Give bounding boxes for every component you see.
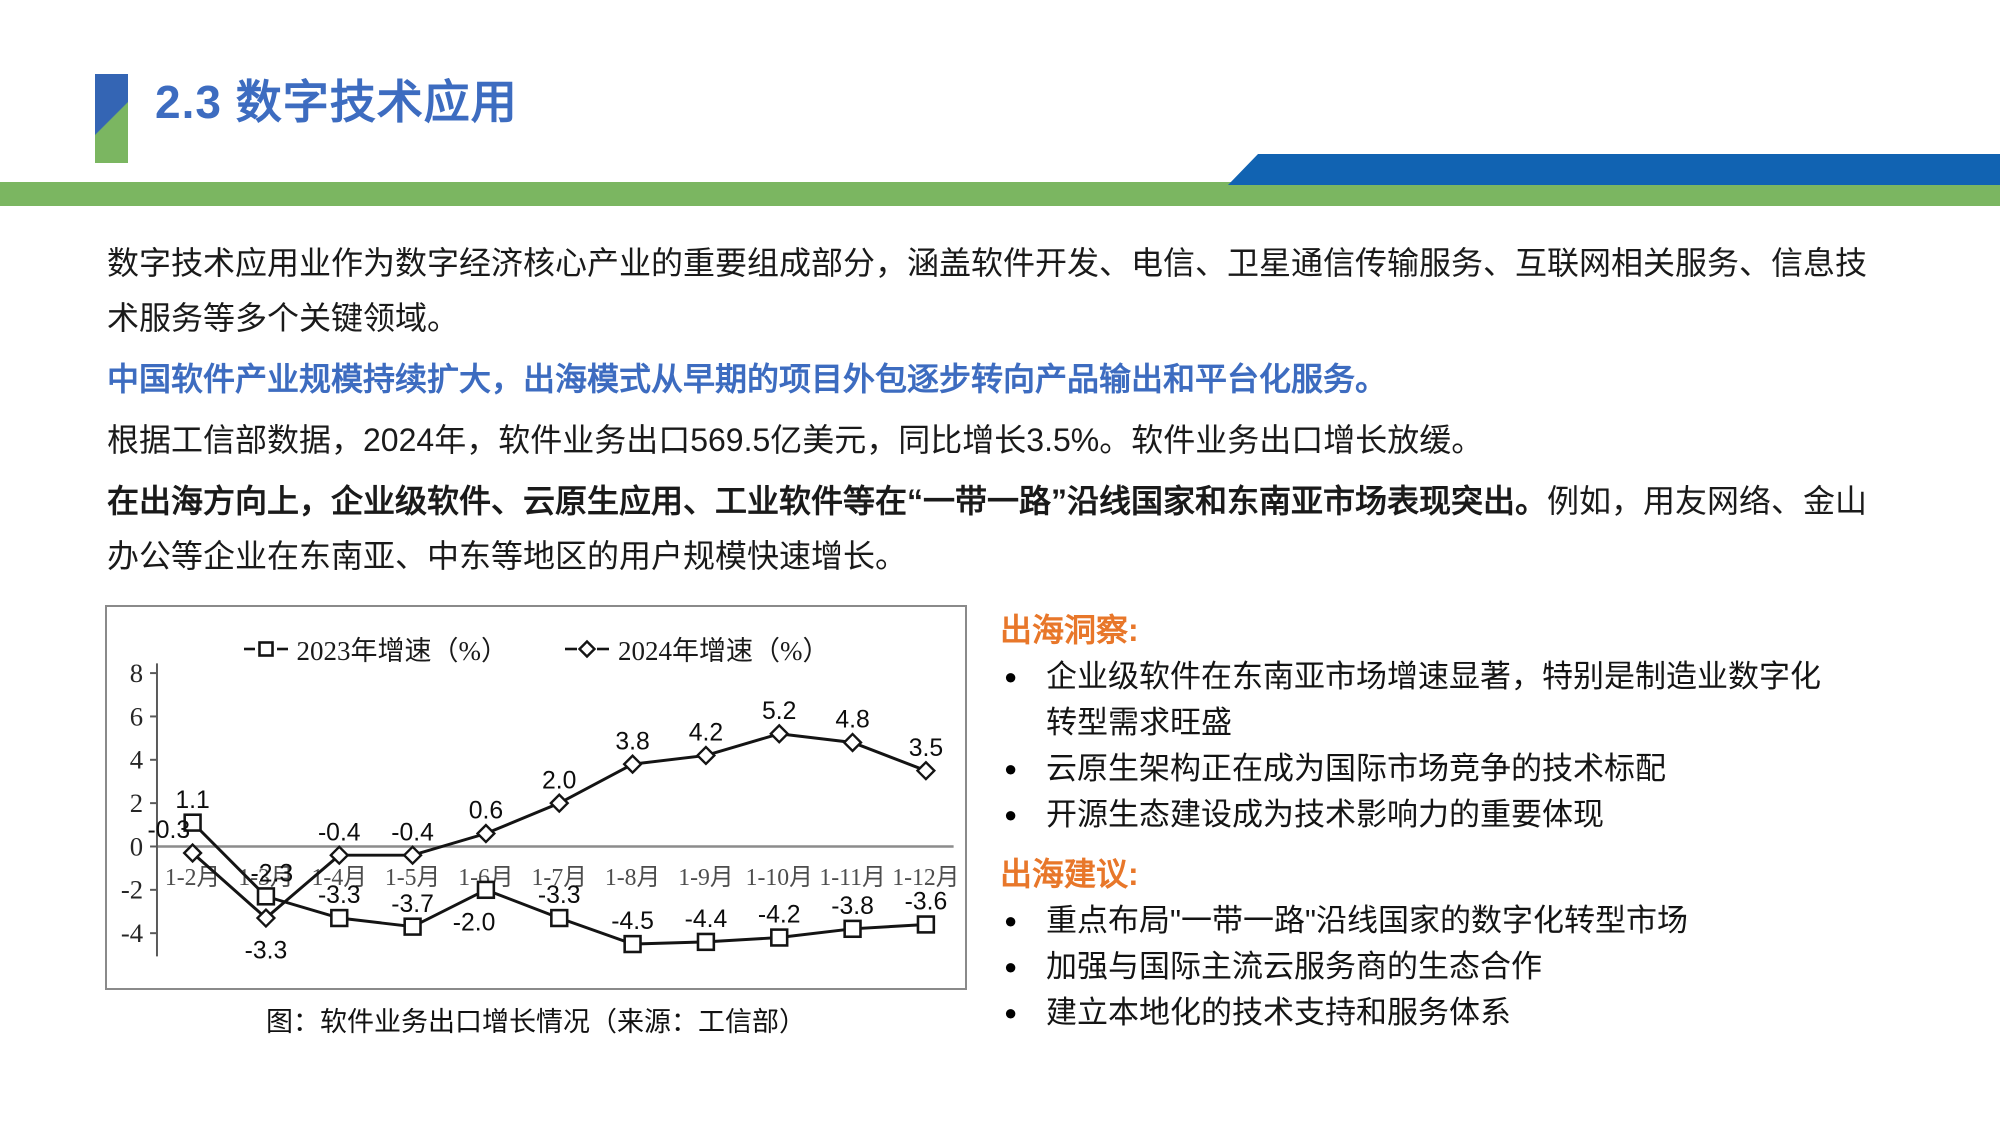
svg-text:1-9月: 1-9月 bbox=[678, 865, 733, 891]
title-accent-icon bbox=[95, 74, 128, 163]
list-item: ● 云原生架构正在成为国际市场竞争的技术标配 bbox=[1000, 746, 1910, 792]
svg-text:-3.7: -3.7 bbox=[391, 891, 434, 918]
svg-text:4.8: 4.8 bbox=[835, 707, 869, 734]
paragraph-intro: 数字技术应用业作为数字经济核心产业的重要组成部分，涵盖软件开发、电信、卫星通信传… bbox=[107, 245, 1868, 336]
suggestions-list: ● 重点布局"一带一路"沿线国家的数字化转型市场 ● 加强与国际主流云服务商的生态合… bbox=[1000, 898, 1910, 1036]
legend-square-icon bbox=[243, 640, 288, 657]
svg-text:1.1: 1.1 bbox=[175, 787, 209, 814]
paragraph-data: 根据工信部数据，2024年，软件业务出口569.5亿美元，同比增长3.5%。软件… bbox=[107, 422, 1484, 458]
svg-text:-4.2: -4.2 bbox=[758, 902, 801, 929]
svg-text:1-11月: 1-11月 bbox=[819, 865, 885, 891]
bullet-icon: ● bbox=[1004, 1000, 1018, 1025]
legend-diamond-icon bbox=[565, 639, 609, 658]
suggestions-heading: 出海建议: bbox=[1000, 856, 1139, 892]
svg-text:-0.4: -0.4 bbox=[318, 819, 361, 846]
svg-text:-3.3: -3.3 bbox=[318, 882, 361, 909]
chart-legend: 2023年增速（%） 2024年增速（%） bbox=[107, 629, 965, 668]
legend-label-2024: 2024年增速（%） bbox=[618, 636, 830, 666]
list-item-text: 建立本地化的技术支持和服务体系 bbox=[1046, 995, 1511, 1030]
svg-text:-3.3: -3.3 bbox=[245, 938, 288, 965]
svg-text:1-8月: 1-8月 bbox=[605, 865, 660, 891]
svg-text:2: 2 bbox=[130, 788, 143, 818]
list-item-text: 开源生态建设成为技术影响力的重要体现 bbox=[1046, 797, 1604, 832]
svg-text:-3.3: -3.3 bbox=[538, 882, 581, 909]
paragraph-highlight: 中国软件产业规模持续扩大，出海模式从早期的项目外包逐步转向产品输出和平台化服务。 bbox=[107, 361, 1388, 397]
list-item-text: 加强与国际主流云服务商的生态合作 bbox=[1046, 949, 1542, 984]
svg-text:3.8: 3.8 bbox=[615, 728, 649, 755]
svg-text:-3.6: -3.6 bbox=[905, 889, 948, 916]
chart-figure: 2023年增速（%） 2024年增速（%） 8 6 4 2 0 -2 -4 1-2月 1-3月 1… bbox=[105, 605, 967, 990]
bullet-icon: ● bbox=[1004, 664, 1018, 689]
svg-text:2.0: 2.0 bbox=[542, 767, 576, 794]
bullet-icon: ● bbox=[1004, 756, 1018, 781]
decor-bar-blue bbox=[1228, 154, 2000, 185]
svg-text:-0.3: -0.3 bbox=[148, 817, 191, 844]
paragraph-direction-normal: 例如，用友网络、金山办公等企业在东南亚、中东等地区的用户规模快速增长。 bbox=[107, 483, 1868, 574]
svg-text:4: 4 bbox=[130, 745, 143, 775]
svg-text:0.6: 0.6 bbox=[469, 798, 503, 825]
svg-text:-4.4: -4.4 bbox=[685, 906, 728, 933]
svg-text:8: 8 bbox=[130, 658, 143, 688]
list-item: ● 企业级软件在东南亚市场增速显著，特别是制造业数字化转型需求旺盛 bbox=[1000, 654, 1910, 746]
svg-text:-0.4: -0.4 bbox=[391, 819, 434, 846]
svg-text:-3.8: -3.8 bbox=[831, 893, 874, 920]
list-item-text: 重点布局"一带一路"沿线国家的数字化转型市场 bbox=[1046, 903, 1689, 938]
legend-item-2024: 2024年增速（%） bbox=[564, 629, 830, 668]
bullet-icon: ● bbox=[1004, 908, 1018, 933]
paragraph-direction: 在出海方向上，企业级软件、云原生应用、工业软件等在“一带一路”沿线国家和东南亚市… bbox=[107, 474, 1897, 584]
decor-bar-green bbox=[0, 182, 2000, 206]
page-title: 2.3 数字技术应用 bbox=[155, 76, 518, 128]
svg-text:-2: -2 bbox=[121, 875, 143, 905]
list-item: ● 重点布局"一带一路"沿线国家的数字化转型市场 bbox=[1000, 898, 1910, 944]
svg-text:-2.3: -2.3 bbox=[251, 861, 294, 888]
bullet-icon: ● bbox=[1004, 954, 1018, 979]
insights-list: ● 企业级软件在东南亚市场增速显著，特别是制造业数字化转型需求旺盛 ● 云原生架构正… bbox=[1000, 654, 1910, 838]
legend-item-2023: 2023年增速（%） bbox=[243, 629, 509, 668]
body-text: 数字技术应用业作为数字经济核心产业的重要组成部分，涵盖软件开发、电信、卫星通信传… bbox=[107, 236, 1897, 584]
list-item-text: 云原生架构正在成为国际市场竞争的技术标配 bbox=[1046, 751, 1666, 786]
list-item: ● 加强与国际主流云服务商的生态合作 bbox=[1000, 944, 1910, 990]
line-chart: 8 6 4 2 0 -2 -4 1-2月 1-3月 1-4月 1-5月 1-6月 1-7月 1-8月 1-9… bbox=[107, 607, 965, 988]
list-item: ● 建立本地化的技术支持和服务体系 bbox=[1000, 990, 1910, 1036]
paragraph-direction-bold: 在出海方向上，企业级软件、云原生应用、工业软件等在“一带一路”沿线国家和东南亚市… bbox=[107, 483, 1548, 519]
svg-text:1-7月: 1-7月 bbox=[532, 865, 587, 891]
svg-text:3.5: 3.5 bbox=[909, 735, 943, 762]
svg-text:-4.5: -4.5 bbox=[611, 908, 654, 935]
right-panel: 出海洞察: ● 企业级软件在东南亚市场增速显著，特别是制造业数字化转型需求旺盛 ●… bbox=[1000, 608, 1910, 1036]
legend-label-2023: 2023年增速（%） bbox=[296, 636, 509, 666]
svg-text:1-10月: 1-10月 bbox=[746, 865, 813, 891]
svg-text:4.2: 4.2 bbox=[689, 720, 723, 747]
list-item-text: 企业级软件在东南亚市场增速显著，特别是制造业数字化转型需求旺盛 bbox=[1046, 659, 1821, 740]
svg-text:-2.0: -2.0 bbox=[453, 909, 496, 936]
chart-caption: 图：软件业务出口增长情况（来源：工信部） bbox=[266, 1007, 806, 1037]
svg-text:5.2: 5.2 bbox=[762, 698, 796, 725]
svg-text:1-5月: 1-5月 bbox=[385, 865, 440, 891]
svg-text:1-12月: 1-12月 bbox=[892, 865, 959, 891]
list-item: ● 开源生态建设成为技术影响力的重要体现 bbox=[1000, 792, 1910, 838]
bullet-icon: ● bbox=[1004, 802, 1018, 827]
svg-text:6: 6 bbox=[130, 701, 143, 731]
insights-heading: 出海洞察: bbox=[1000, 612, 1139, 648]
svg-text:0: 0 bbox=[130, 831, 143, 861]
svg-text:-4: -4 bbox=[121, 918, 143, 948]
